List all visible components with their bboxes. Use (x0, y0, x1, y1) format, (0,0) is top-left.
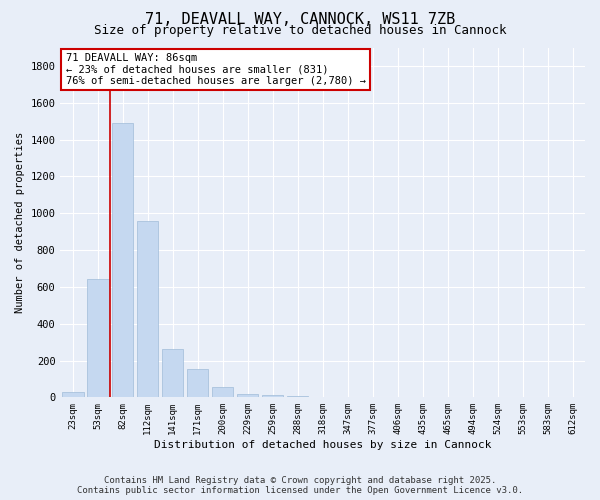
Bar (162, 348, 184, 398)
Bar (112, 123, 133, 398)
Bar (187, 369, 208, 398)
Text: 71, DEAVALL WAY, CANNOCK, WS11 7ZB: 71, DEAVALL WAY, CANNOCK, WS11 7ZB (145, 12, 455, 28)
Bar (237, 394, 259, 398)
Text: Size of property relative to detached houses in Cannock: Size of property relative to detached ho… (94, 24, 506, 37)
Text: 71 DEAVALL WAY: 86sqm
← 23% of detached houses are smaller (831)
76% of semi-det: 71 DEAVALL WAY: 86sqm ← 23% of detached … (65, 52, 365, 86)
Bar (287, 396, 308, 398)
Bar (212, 387, 233, 398)
Bar (87, 280, 109, 398)
X-axis label: Distribution of detached houses by size in Cannock: Distribution of detached houses by size … (154, 440, 491, 450)
Bar (312, 397, 334, 398)
Text: Contains HM Land Registry data © Crown copyright and database right 2025.
Contai: Contains HM Land Registry data © Crown c… (77, 476, 523, 495)
Bar (262, 396, 283, 398)
Bar (62, 392, 83, 398)
Bar (137, 220, 158, 398)
Y-axis label: Number of detached properties: Number of detached properties (15, 132, 25, 313)
